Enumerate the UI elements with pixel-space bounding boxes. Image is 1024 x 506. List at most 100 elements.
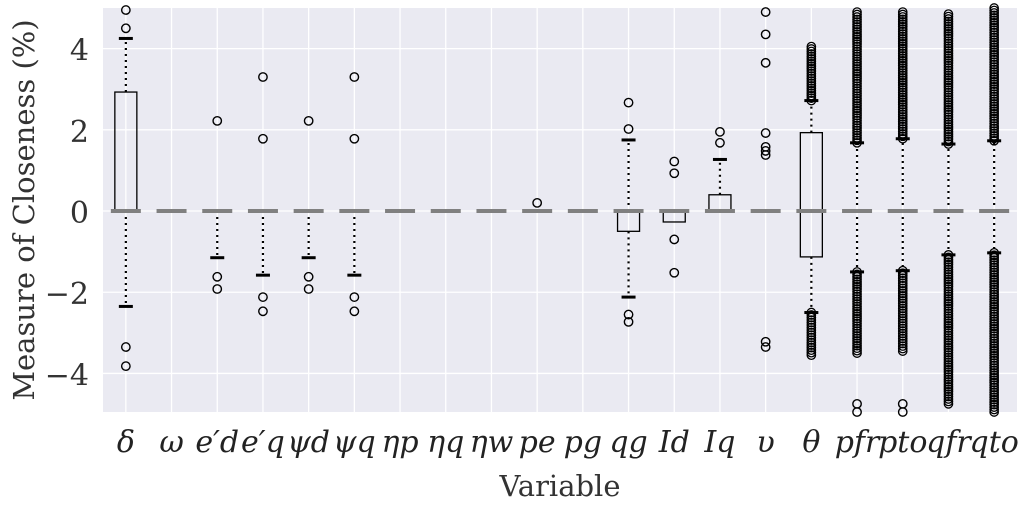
outlier-point bbox=[989, 67, 1000, 77]
outlier-point bbox=[852, 41, 862, 52]
outlier-point bbox=[989, 42, 1000, 53]
outlier-point bbox=[943, 114, 954, 125]
outlier-point bbox=[852, 19, 862, 30]
outlier-point bbox=[806, 93, 817, 103]
outlier-point bbox=[806, 51, 817, 62]
outlier-point bbox=[897, 121, 908, 132]
outlier-point bbox=[989, 365, 1000, 376]
box-iqr bbox=[799, 132, 823, 258]
outlier-point bbox=[989, 47, 1000, 58]
outlier-point bbox=[897, 14, 908, 25]
outlier-point bbox=[943, 9, 954, 19]
outlier-point bbox=[989, 252, 1000, 263]
outlier-point bbox=[897, 131, 908, 142]
outlier-point bbox=[303, 284, 314, 294]
outlier-point bbox=[989, 343, 1000, 354]
outlier-point bbox=[989, 372, 1000, 383]
outlier-point bbox=[943, 379, 954, 390]
outlier-point bbox=[852, 303, 862, 314]
outlier-point bbox=[943, 325, 954, 336]
x-tick-label: qg bbox=[609, 425, 647, 460]
outlier-point bbox=[897, 129, 908, 139]
outlier-point bbox=[989, 382, 1000, 393]
outlier-point bbox=[989, 294, 1000, 305]
x-tick-label: qto bbox=[969, 425, 1018, 460]
outlier-point bbox=[897, 273, 908, 284]
outlier-point bbox=[303, 271, 314, 282]
outlier-point bbox=[943, 345, 954, 355]
box-16 bbox=[842, 7, 873, 417]
outlier-point bbox=[943, 384, 954, 395]
outlier-point bbox=[989, 86, 1000, 97]
outlier-point bbox=[669, 267, 680, 278]
outlier-point bbox=[943, 36, 954, 46]
outlier-point bbox=[943, 259, 954, 270]
outlier-point bbox=[943, 254, 954, 265]
box-0 bbox=[110, 5, 141, 372]
outlier-point bbox=[989, 404, 1000, 415]
outlier-point bbox=[852, 345, 862, 356]
outlier-point bbox=[897, 65, 908, 76]
outlier-point bbox=[943, 352, 954, 363]
outlier-point bbox=[989, 274, 1000, 285]
outlier-point bbox=[943, 381, 954, 392]
outlier-point bbox=[852, 323, 862, 334]
outlier-point bbox=[897, 111, 908, 122]
outlier-point bbox=[897, 70, 908, 81]
outlier-point bbox=[897, 338, 908, 349]
outlier-point bbox=[897, 29, 908, 39]
outlier-point bbox=[943, 75, 954, 86]
outlier-point bbox=[897, 19, 908, 30]
outlier-point bbox=[943, 264, 954, 275]
outlier-point bbox=[943, 389, 954, 399]
outlier-point bbox=[943, 43, 954, 54]
outlier-point bbox=[897, 24, 908, 34]
outlier-point bbox=[989, 318, 1000, 329]
outlier-point bbox=[989, 71, 1000, 82]
outlier-point bbox=[852, 96, 862, 106]
outlier-point bbox=[852, 31, 862, 42]
outlier-point bbox=[989, 27, 1000, 38]
outlier-point bbox=[897, 119, 908, 129]
outlier-point bbox=[989, 407, 1000, 417]
outlier-point bbox=[897, 97, 908, 108]
outlier-point bbox=[806, 320, 817, 330]
outlier-point bbox=[897, 51, 908, 61]
outlier-point bbox=[852, 39, 862, 49]
outlier-point bbox=[989, 338, 1000, 349]
outlier-point bbox=[943, 97, 954, 108]
outlier-point bbox=[989, 390, 1000, 400]
outlier-point bbox=[943, 377, 954, 387]
outlier-point bbox=[760, 57, 771, 68]
outlier-point bbox=[943, 16, 954, 27]
y-axis-label: Measure of Closeness (%) bbox=[7, 19, 41, 400]
outlier-point bbox=[852, 63, 862, 74]
outlier-point bbox=[897, 60, 908, 71]
outlier-point bbox=[897, 53, 908, 64]
outlier-point bbox=[943, 279, 954, 290]
outlier-point bbox=[852, 105, 862, 116]
outlier-point bbox=[943, 291, 954, 302]
outlier-point bbox=[760, 146, 771, 156]
outlier-point bbox=[989, 360, 1000, 371]
outlier-point bbox=[897, 316, 908, 326]
outlier-point bbox=[715, 126, 725, 137]
outlier-point bbox=[989, 116, 1000, 126]
outlier-point bbox=[852, 267, 862, 277]
outlier-point bbox=[760, 7, 771, 17]
outlier-point bbox=[989, 25, 1000, 35]
outlier-point bbox=[989, 353, 1000, 363]
outlier-point bbox=[760, 342, 771, 352]
outlier-point bbox=[943, 394, 954, 404]
outlier-point bbox=[897, 308, 908, 319]
outlier-point bbox=[806, 78, 817, 89]
outlier-point bbox=[989, 10, 1000, 21]
x-tick-label: δ bbox=[117, 425, 135, 460]
outlier-point bbox=[897, 104, 908, 115]
y-tick-label: −4 bbox=[45, 358, 89, 393]
x-tick-label: Iq bbox=[703, 425, 735, 460]
y-tick-label: 4 bbox=[70, 34, 89, 69]
outlier-point bbox=[897, 288, 908, 299]
outlier-point bbox=[852, 86, 862, 96]
outlier-point bbox=[943, 48, 954, 59]
